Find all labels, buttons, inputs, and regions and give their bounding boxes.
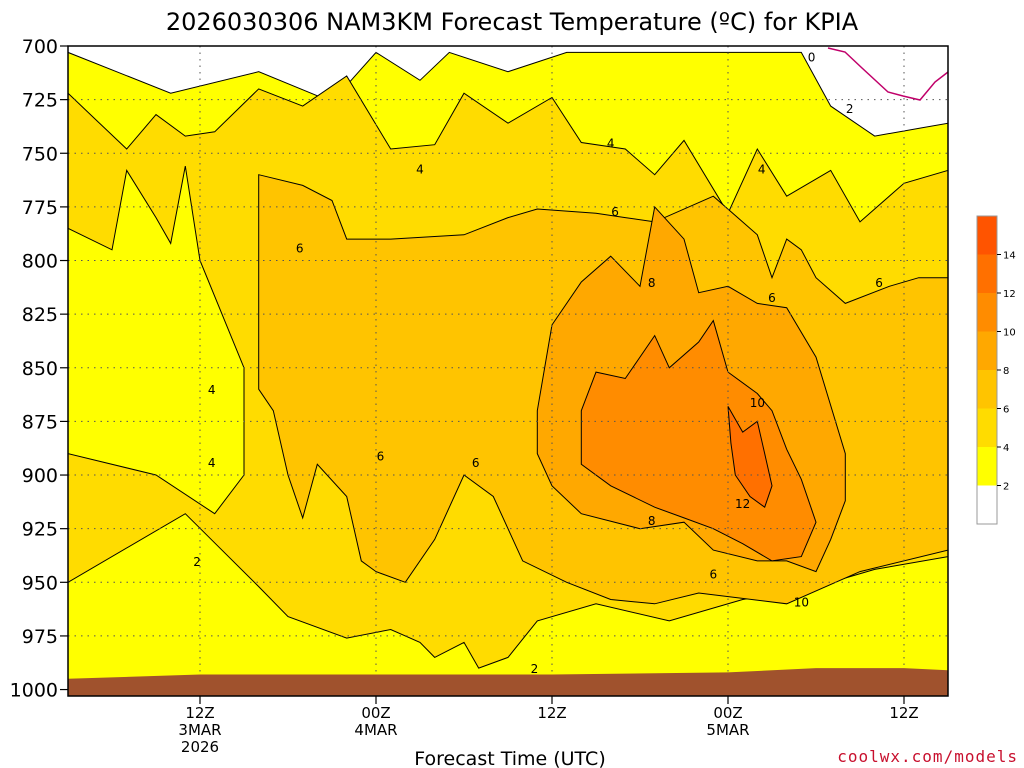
y-tick-label: 825 [22,304,58,326]
contour-label: 4 [758,162,766,176]
colorbar-bin [977,293,997,332]
gridlines [68,46,948,696]
colorbar-bin [977,485,997,524]
colorbar-tick-label: 14 [1003,251,1016,262]
colorbar-tick-label: 12 [1003,289,1016,300]
colorbar-tick-label: 10 [1003,328,1016,339]
y-tick-label: 925 [22,519,58,541]
colorbar-tick-label: 2 [1003,482,1009,493]
contour-label: 4 [416,162,424,176]
contour-label: 12 [735,497,750,511]
y-tick-label: 775 [22,197,58,219]
x-tick-label: 4MAR [354,721,397,739]
x-tick-label: 12Z [537,704,566,722]
contour-labels: 0 2 4 4 4 6 6 6 6 8 4 4 6 6 10 12 8 10 6 2 2 [193,51,883,676]
contour-label: 4 [607,137,615,151]
y-tick-label: 875 [22,411,58,433]
credit-text: coolwx.com/models [837,747,1018,766]
contour-label: 2 [846,102,854,116]
colorbar-bin [977,408,997,447]
y-tick-label: 900 [22,465,58,487]
contour-label: 4 [208,383,216,397]
contour-label: 6 [611,205,619,219]
y-tick-label: 850 [22,358,58,380]
contour-label: 8 [648,514,656,528]
contour-label: 6 [875,276,883,290]
colorbar-bin [977,370,997,409]
colorbar-tick-label: 6 [1003,405,1009,416]
contour-label: 10 [794,596,809,610]
y-axis: 700 725 750 775 800 825 850 875 900 925 950 975 1000 [10,36,68,702]
y-tick-label: 975 [22,626,58,648]
contour-label: 2 [531,662,539,676]
y-tick-label: 1000 [10,680,58,702]
colorbar-tick-label: 8 [1003,366,1009,377]
y-tick-label: 725 [22,90,58,112]
temperature-region-ge-12 [727,406,773,509]
contour-label: 2 [193,555,201,569]
x-tick-label: 00Z [361,704,390,722]
zero-isotherm-line [827,47,948,101]
plot-area: 0 2 4 4 4 6 6 6 6 8 4 4 6 6 10 12 8 10 6 2 2 [68,46,948,696]
colorbar-tick-label: 4 [1003,443,1009,454]
contour-label: 6 [710,568,718,582]
plot-frame [67,45,949,697]
contour-label: 8 [648,276,656,290]
x-tick-label: 2026 [181,738,219,756]
x-tick-label: 12Z [889,704,918,722]
x-axis-label: Forecast Time (UTC) [414,748,605,768]
x-tick-label: 00Z [713,704,742,722]
contour-label: 6 [377,450,385,464]
x-tick-label: 12Z [185,704,214,722]
chart-title: 2026030306 NAM3KM Forecast Temperature (… [166,8,859,36]
x-tick-label: 3MAR [178,721,221,739]
y-tick-label: 700 [22,36,58,58]
ground-terrain [68,668,948,696]
temperature-regions [68,51,948,696]
colorbar-bin [977,216,997,255]
colorbar-bin [977,331,997,370]
contour-label: 6 [472,456,480,470]
contour-label: 6 [768,291,776,305]
x-tick-label: 5MAR [706,721,749,739]
contour-label: 0 [808,51,816,65]
y-tick-label: 800 [22,251,58,273]
contour-label: 4 [208,456,216,470]
colorbar-bin [977,254,997,293]
colorbar-bin [977,447,997,486]
contour-label: 10 [750,396,765,410]
y-tick-label: 750 [22,143,58,165]
contour-label: 6 [296,242,304,256]
y-tick-label: 950 [22,572,58,594]
colorbar: 2 4 6 8 10 12 14 [976,215,1016,525]
